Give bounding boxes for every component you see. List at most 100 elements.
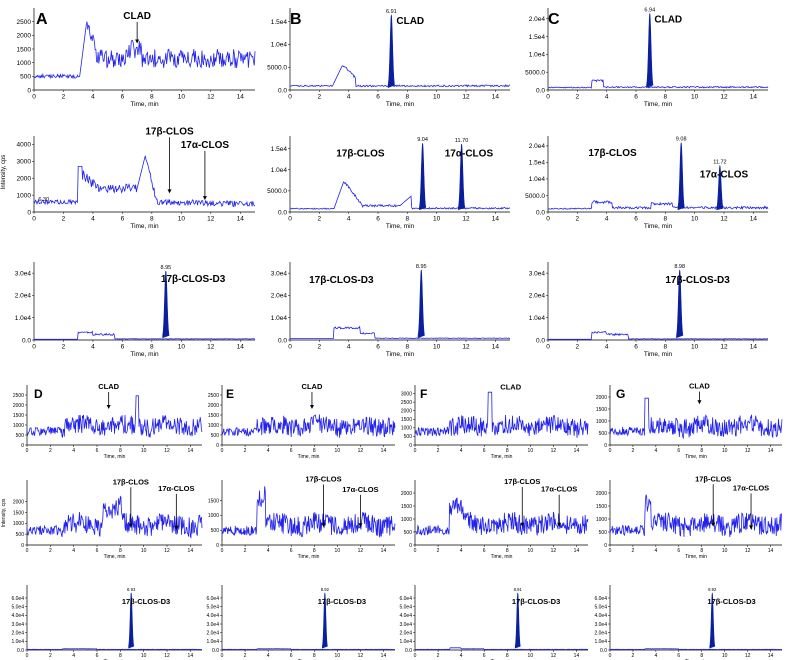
x-axis-label: Time, min <box>491 554 513 560</box>
y-tick-label: 2000 <box>596 491 607 497</box>
x-tick-label: 14 <box>381 448 387 454</box>
panel-c-3: 0 2 4 6 8 10 12 14 Time, min 0.0 1.0e4 2.0e4 3.0e4 8.… <box>529 262 769 358</box>
y-tick-label: 2.0e4 <box>15 293 32 300</box>
x-tick-label: 8 <box>406 94 410 101</box>
chromatogram-trace <box>221 648 396 651</box>
x-axis-label: Time, min <box>644 351 673 358</box>
x-tick-label: 10 <box>433 344 441 351</box>
y-tick-label: 5000.0 <box>267 64 287 71</box>
y-tick-label: 1500 <box>208 498 219 504</box>
panel-letter: F <box>420 387 427 401</box>
x-tick-label: 2 <box>318 216 322 223</box>
peak-rt-label: 8.95 <box>160 265 171 271</box>
y-tick-label: 4.0e4 <box>206 613 219 619</box>
x-tick-label: 6 <box>634 344 638 351</box>
arrow-head <box>711 522 716 527</box>
x-tick-label: 0 <box>221 448 224 454</box>
x-tick-label: 10 <box>528 448 534 454</box>
x-tick-label: 4 <box>267 548 270 554</box>
compound-label: 17β-CLOS-D3 <box>122 597 170 606</box>
x-tick-label: 10 <box>433 216 441 223</box>
y-tick-label: 6.0e4 <box>399 596 412 602</box>
arrow-head <box>358 523 363 528</box>
x-tick-label: 6 <box>96 653 99 659</box>
chromatogram-trace <box>26 395 203 438</box>
x-tick-label: 8 <box>313 653 316 659</box>
x-tick-label: 12 <box>720 344 728 351</box>
compound-label: CLAD <box>98 382 119 391</box>
y-tick-label: 2.0e4 <box>206 630 219 636</box>
peak-mark <box>419 143 427 211</box>
panel-a-3: 0 2 4 6 8 10 12 14 Time, min 0.0 1.0e4 2.0e4 3.0e4 8.… <box>15 262 256 358</box>
x-axis-label: Time, min <box>386 351 415 358</box>
x-axis-label: Time, min <box>298 554 320 560</box>
arrow-head <box>167 189 172 194</box>
compound-label: CLAD <box>302 382 323 391</box>
x-tick-label: 10 <box>335 548 341 554</box>
x-tick-label: 10 <box>141 448 147 454</box>
x-tick-label: 2 <box>437 653 440 659</box>
y-tick-label: 1500 <box>17 46 32 53</box>
x-tick-label: 4 <box>347 216 351 223</box>
y-tick-label: 0.0 <box>536 337 545 344</box>
x-tick-label: 4 <box>91 94 95 101</box>
peak-rt-label: 8.93 <box>127 587 136 592</box>
y-tick-label: 500 <box>211 433 220 439</box>
y-axis-label: Intensity, cps <box>1 155 7 190</box>
x-axis-label: Time, min <box>104 554 126 560</box>
y-tick-label: 2500 <box>17 19 32 26</box>
x-tick-label: 14 <box>768 653 774 659</box>
y-tick-label: 0 <box>409 443 412 449</box>
arrow-head <box>106 405 111 409</box>
peak-mark <box>677 142 685 211</box>
x-tick-label: 0 <box>288 344 292 351</box>
chromatogram-trace <box>414 647 589 651</box>
compound-label: 17α-CLOS <box>733 483 769 492</box>
arrow-head <box>309 405 314 409</box>
x-tick-label: 2 <box>576 344 580 351</box>
x-tick-label: 14 <box>492 216 500 223</box>
y-tick-label: 500 <box>16 532 25 538</box>
arrow-head <box>174 525 179 530</box>
y-tick-label: 500 <box>211 528 220 534</box>
y-tick-label: 5000.0 <box>525 69 545 76</box>
chromatogram-trace <box>547 79 769 89</box>
y-tick-label: 1.0e4 <box>529 315 546 322</box>
y-tick-label: 1000 <box>401 426 412 432</box>
x-tick-label: 2 <box>576 216 580 223</box>
y-tick-label: 1500 <box>401 504 412 510</box>
peak-mark <box>716 164 724 211</box>
panel-g-1: 0 2 4 6 8 10 12 14 Time, min 0 500 1000 1500 2000 CLAD… <box>596 382 783 460</box>
x-tick-label: 0 <box>288 216 292 223</box>
x-tick-label: 10 <box>691 344 699 351</box>
compound-label: 17α-CLOS <box>181 140 230 151</box>
x-tick-label: 12 <box>551 448 557 454</box>
x-tick-label: 0 <box>414 448 417 454</box>
chromatogram-trace <box>26 648 203 651</box>
y-tick-label: 0 <box>216 543 219 549</box>
x-tick-label: 10 <box>722 653 728 659</box>
compound-label: 17β-CLOS <box>305 474 341 483</box>
y-tick-label: 3.0e4 <box>15 270 32 277</box>
x-tick-label: 12 <box>164 448 170 454</box>
x-tick-label: 4 <box>460 653 463 659</box>
x-tick-label: 6 <box>290 448 293 454</box>
x-tick-label: 8 <box>150 94 154 101</box>
y-tick-label: 1500 <box>596 407 607 413</box>
x-tick-label: 4 <box>91 216 95 223</box>
y-tick-label: 1.5e4 <box>271 19 288 26</box>
peak-rt-label: 6.91 <box>386 9 397 15</box>
x-tick-label: 6 <box>121 344 125 351</box>
y-tick-label: 2.0e4 <box>529 293 546 300</box>
x-tick-label: 14 <box>574 548 580 554</box>
panel-letter: B <box>290 11 302 28</box>
chromatogram-trace <box>33 21 256 80</box>
x-tick-label: 8 <box>664 216 668 223</box>
y-tick-label: 2000 <box>13 499 24 505</box>
x-tick-label: 2 <box>244 653 247 659</box>
axis-frame <box>26 385 202 446</box>
x-tick-label: 6 <box>677 653 680 659</box>
y-tick-label: 4.0e4 <box>11 613 24 619</box>
